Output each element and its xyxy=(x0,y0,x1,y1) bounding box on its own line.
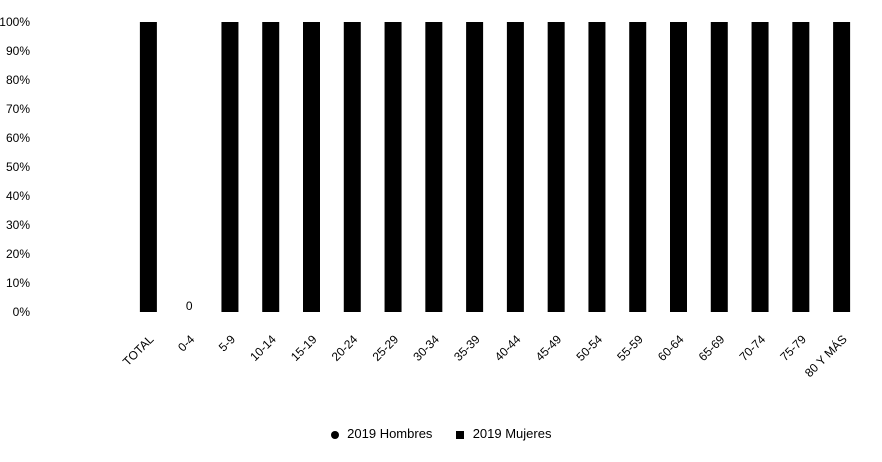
bar-hombres xyxy=(425,167,443,312)
bar-hombres xyxy=(466,167,484,312)
bar-hombres xyxy=(221,167,239,312)
y-tick-label: 70% xyxy=(6,102,30,116)
bar-mujeres xyxy=(833,22,851,167)
y-tick-label: 20% xyxy=(6,247,30,261)
bar-mujeres xyxy=(670,22,687,167)
bar-mujeres xyxy=(384,22,402,167)
data-labels: 35 83 0 xyxy=(142,65,193,313)
bar-mujeres xyxy=(506,22,524,167)
y-tick-label: 60% xyxy=(6,131,30,145)
y-axis: 0% 10% 20% 30% 40% 50% 60% 70% 80% 90% 100% xyxy=(0,15,30,319)
y-tick-label: 80% xyxy=(6,73,30,87)
x-tick-label: 80 Y MÁS xyxy=(801,332,850,381)
data-label: 35 xyxy=(142,205,156,219)
legend-marker-hombres xyxy=(330,430,339,439)
x-tick-label: 70-74 xyxy=(737,332,769,364)
bar-hombres xyxy=(629,167,647,312)
bar-mujeres xyxy=(466,22,484,167)
x-tick-label: 60-64 xyxy=(655,332,687,364)
bar-hombres xyxy=(384,167,402,312)
bar-mujeres xyxy=(629,22,647,167)
bar-mujeres xyxy=(547,22,565,167)
data-label: 0 xyxy=(186,299,193,313)
y-tick-label: 40% xyxy=(6,189,30,203)
x-tick-label: 10-14 xyxy=(247,332,279,364)
bar-hombres xyxy=(139,210,157,312)
legend-item-mujeres: 2019 Mujeres xyxy=(456,426,551,441)
bar-mujeres xyxy=(221,22,239,167)
bar-hombres xyxy=(547,167,565,312)
x-axis: TOTAL 0-4 5-9 10-14 15-19 20-24 25-29 30-34 35-3… xyxy=(120,332,850,381)
bars xyxy=(139,22,851,312)
bar-hombres xyxy=(588,167,606,312)
x-tick-label: 0-4 xyxy=(175,332,197,354)
x-tick-label: 35-39 xyxy=(451,332,483,364)
y-tick-label: 0% xyxy=(13,305,31,319)
y-tick-label: 100% xyxy=(0,15,30,29)
x-tick-label: 65-69 xyxy=(696,332,728,364)
bar-hombres xyxy=(751,167,769,312)
x-tick-label: 15-19 xyxy=(288,332,320,364)
bar-mujeres xyxy=(710,22,728,167)
bar-hombres xyxy=(303,167,320,312)
x-tick-label: 75-79 xyxy=(777,332,809,364)
bar-hombres xyxy=(833,167,851,312)
bar-hombres xyxy=(506,167,524,312)
bar-mujeres xyxy=(262,22,280,167)
legend-marker-mujeres xyxy=(456,430,465,439)
bar-hombres xyxy=(262,167,280,312)
legend-label-mujeres: 2019 Mujeres xyxy=(472,426,552,441)
x-tick-label: 55-59 xyxy=(614,332,646,364)
bar-hombres xyxy=(670,167,687,312)
x-tick-label: 50-54 xyxy=(573,332,605,364)
bar-hombres xyxy=(710,167,728,312)
x-tick-label: 25-29 xyxy=(370,332,402,364)
x-tick-label: 45-49 xyxy=(533,332,565,364)
x-tick-label: TOTAL xyxy=(120,332,157,369)
bar-hombres xyxy=(792,167,810,312)
y-tick-label: 30% xyxy=(6,218,30,232)
legend-item-hombres: 2019 Hombres xyxy=(330,426,433,441)
bar-mujeres xyxy=(792,22,810,167)
bar-mujeres xyxy=(425,22,443,167)
x-tick-label: 40-44 xyxy=(492,332,524,364)
bar-mujeres xyxy=(303,22,320,167)
x-tick-label: 20-24 xyxy=(329,332,361,364)
y-tick-label: 50% xyxy=(6,160,30,174)
y-tick-label: 90% xyxy=(6,44,30,58)
legend: 2019 Hombres 2019 Mujeres xyxy=(0,426,882,441)
y-tick-label: 10% xyxy=(6,276,30,290)
bar-mujeres xyxy=(751,22,769,167)
bar-mujeres xyxy=(588,22,606,167)
bar-mujeres xyxy=(139,22,157,211)
bar-mujeres xyxy=(343,22,361,167)
data-label: 83 xyxy=(142,65,156,79)
x-tick-label: 30-34 xyxy=(410,332,442,364)
legend-label-hombres: 2019 Hombres xyxy=(347,426,433,441)
bar-hombres xyxy=(343,167,361,312)
x-tick-label: 5-9 xyxy=(216,332,238,354)
